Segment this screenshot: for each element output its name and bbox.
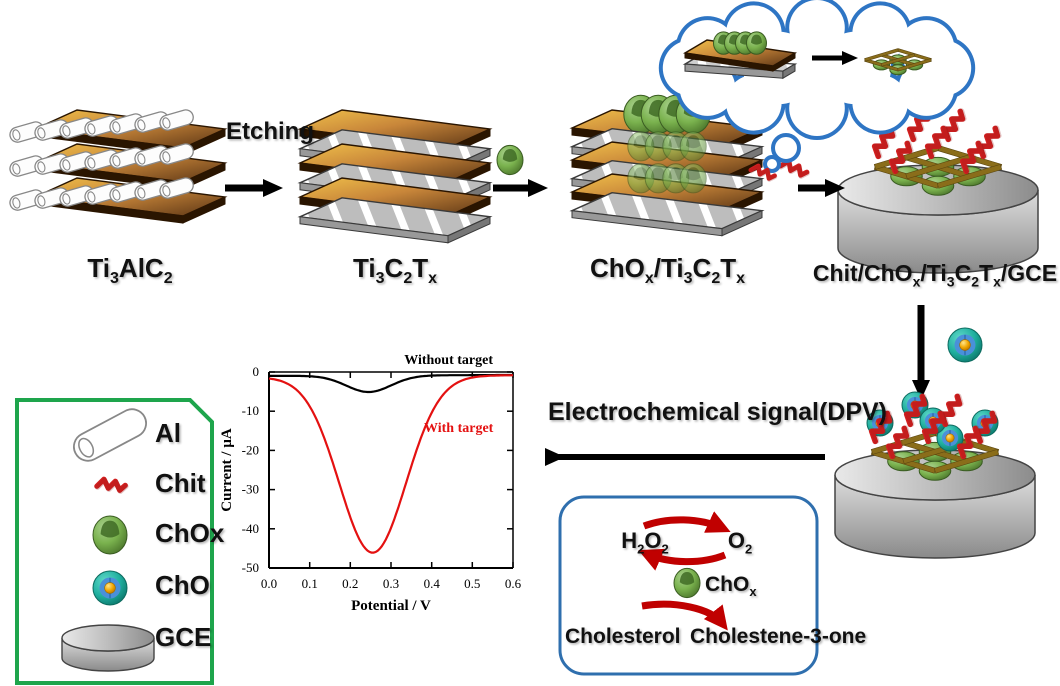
- svg-text:-10: -10: [242, 403, 259, 418]
- svg-text:Potential / V: Potential / V: [351, 598, 431, 614]
- svg-text:0.5: 0.5: [464, 576, 480, 591]
- svg-text:With target: With target: [424, 421, 494, 436]
- svg-text:0.0: 0.0: [261, 576, 277, 591]
- svg-text:Without target: Without target: [404, 353, 493, 368]
- svg-text:0: 0: [253, 364, 260, 379]
- svg-text:0.3: 0.3: [383, 576, 399, 591]
- svg-text:0.6: 0.6: [505, 576, 522, 591]
- svg-text:0.1: 0.1: [302, 576, 318, 591]
- svg-text:0.4: 0.4: [424, 576, 441, 591]
- svg-text:0.2: 0.2: [342, 576, 358, 591]
